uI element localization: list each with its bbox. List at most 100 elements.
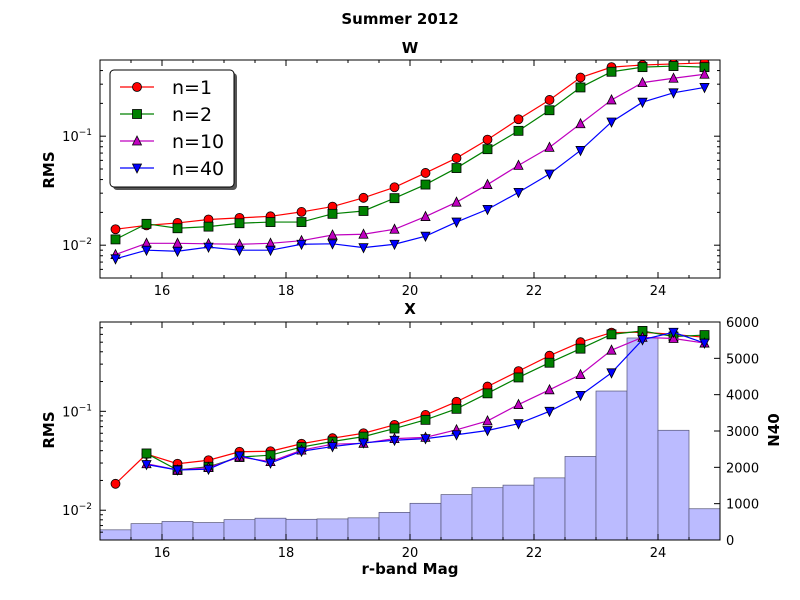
data-point-n40	[234, 451, 245, 462]
series-group	[110, 326, 710, 489]
legend-label: n=1	[172, 77, 212, 99]
histogram-bar	[192, 522, 225, 541]
series-line-n1	[115, 62, 705, 230]
data-point-n40	[513, 187, 524, 199]
data-point-n1	[358, 192, 369, 203]
y-tick-label: 10−2	[62, 237, 92, 254]
data-point-n40	[575, 146, 586, 157]
data-point-n1	[420, 168, 431, 178]
data-point-n40	[699, 83, 710, 94]
x-tick-label: 18	[278, 284, 295, 299]
histogram-bar	[502, 484, 535, 541]
x-tick-label: 16	[154, 284, 171, 299]
data-point-n40	[606, 117, 617, 128]
legend-items: n=1 n=2 n=10 n=40	[120, 77, 224, 180]
y2-tick-label: 4000	[726, 389, 759, 404]
y-tick-label: 10−1	[62, 128, 92, 145]
y2-tick-label: 0	[726, 534, 734, 549]
histogram-bar	[564, 456, 597, 541]
data-point-n40	[296, 239, 307, 251]
data-point-n10	[389, 223, 400, 234]
data-point-n10	[699, 68, 710, 79]
x-tick-label: 20	[402, 284, 419, 299]
data-point-n40	[451, 430, 462, 441]
data-point-n40	[544, 169, 555, 180]
x-axis-label: r-band Mag	[362, 560, 459, 578]
x-tick-label: 24	[650, 284, 667, 299]
data-point-n2	[606, 66, 617, 77]
data-point-n2	[513, 372, 524, 383]
x-tick-label: 22	[526, 546, 543, 561]
series-line-n10	[115, 73, 705, 256]
data-point-n40	[668, 88, 679, 99]
histogram-bar	[595, 390, 628, 541]
data-point-n2	[389, 193, 400, 204]
histogram-bar	[409, 502, 442, 541]
legend-label: n=2	[172, 104, 212, 126]
y2-tick-label: 6000	[726, 316, 759, 331]
histogram-bar	[254, 517, 287, 541]
y2-tick-label: 5000	[726, 352, 759, 367]
data-point-n40	[420, 434, 431, 445]
bottom-panel-title: X	[404, 300, 416, 318]
data-point-n2	[420, 414, 431, 425]
x-tick-label: 22	[526, 284, 543, 299]
data-point-n10	[637, 76, 648, 88]
data-point-n1	[451, 153, 462, 163]
data-point-n10	[575, 368, 586, 380]
data-point-n40	[389, 239, 400, 251]
data-point-n40	[172, 465, 183, 476]
data-point-n2	[668, 61, 679, 71]
data-point-n40	[513, 419, 524, 430]
bottom-y-axis-label: RMS	[40, 411, 58, 448]
data-point-n2	[141, 218, 152, 229]
data-point-n40	[482, 426, 493, 437]
y2-tick-label: 2000	[726, 461, 759, 476]
histogram-bar	[223, 519, 256, 541]
histogram-bar	[471, 487, 504, 541]
data-point-n2	[420, 179, 431, 190]
data-point-n1	[110, 224, 121, 235]
y-tick-label: 10−1	[62, 403, 92, 420]
series-group	[110, 60, 710, 265]
data-point-n40	[327, 239, 338, 250]
series-line-n1	[115, 331, 705, 485]
legend-label: n=10	[172, 131, 224, 153]
data-point-n2	[544, 105, 555, 116]
series-line-n2	[115, 65, 705, 240]
histogram-bar	[688, 508, 721, 541]
data-point-n40	[451, 217, 462, 228]
data-point-n2	[265, 217, 276, 227]
data-point-n1	[389, 182, 400, 193]
data-point-n40	[234, 245, 245, 257]
y-tick-label: 10−2	[62, 502, 92, 519]
data-point-n2	[296, 217, 307, 227]
y2-tick-label: 3000	[726, 425, 759, 440]
data-point-n40	[389, 435, 400, 447]
data-point-n40	[141, 245, 152, 257]
histogram-bar	[285, 518, 318, 541]
data-point-n10	[606, 344, 617, 355]
data-point-n1	[544, 95, 555, 105]
x-tick-label: 16	[154, 546, 171, 561]
data-point-n40	[668, 327, 679, 339]
data-point-n10	[668, 72, 679, 83]
legend: n=1 n=2 n=10 n=40	[109, 69, 237, 190]
histogram-bar	[316, 518, 349, 541]
data-point-n2	[544, 357, 555, 368]
histogram-bar	[347, 517, 380, 541]
data-point-n40	[606, 368, 617, 379]
data-point-n10	[420, 210, 431, 221]
histogram-bar	[440, 494, 473, 541]
histogram-bar	[161, 521, 194, 541]
legend-label: n=40	[172, 158, 224, 180]
data-point-n40	[637, 97, 648, 109]
data-point-n40	[203, 464, 214, 476]
data-point-n1	[575, 72, 586, 83]
data-point-n2	[606, 329, 617, 340]
data-point-n40	[141, 460, 152, 471]
data-point-n40	[172, 246, 183, 258]
data-point-n10	[358, 228, 369, 239]
data-point-n40	[482, 204, 493, 216]
data-point-n40	[575, 390, 586, 402]
